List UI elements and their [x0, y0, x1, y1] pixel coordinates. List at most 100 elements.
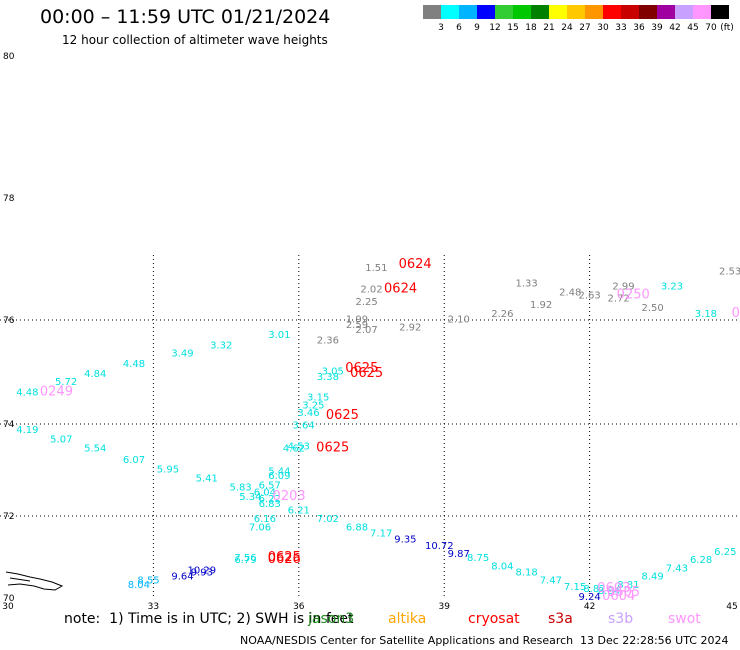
wave-height-label: 8.49 — [641, 572, 663, 583]
footer-credit: NOAA/NESDIS Center for Satellite Applica… — [240, 634, 574, 647]
wave-height-label: 8.18 — [515, 567, 537, 578]
wave-height-label: 7.17 — [370, 529, 392, 540]
wave-height-label: 6.21 — [288, 506, 310, 517]
wave-height-label: 3.49 — [171, 348, 193, 359]
wave-height-label: 3.46 — [297, 408, 319, 419]
legend-swatch — [711, 5, 729, 19]
wave-height-label: 9.24 — [578, 592, 600, 603]
wave-height-label: 3.18 — [695, 309, 717, 320]
satellite-jason3: jason3 — [308, 611, 355, 627]
x-tick-label: 39 — [438, 602, 450, 612]
wave-height-label: 1.51 — [365, 263, 387, 274]
wave-height-label: 8.04 — [128, 580, 150, 591]
data-points: 1.51 2.022.25 1.992.592.07 2.92 2.36 2.10 2.26… — [16, 257, 740, 604]
x-tick-label: 45 — [726, 602, 737, 612]
wave-height-label: 5.72 — [55, 377, 77, 388]
legend-label: 27 — [579, 23, 591, 33]
wave-height-label: 2.07 — [356, 325, 378, 336]
pass-time-label: 0250 — [617, 288, 650, 303]
wave-height-label: 5.54 — [84, 444, 106, 455]
wave-height-label: 8.81 — [617, 580, 639, 591]
y-tick-label: 76 — [3, 316, 15, 326]
legend-swatch — [549, 5, 567, 19]
wave-height-label: 6.57 — [259, 480, 281, 491]
wave-height-label: 7.56 — [234, 553, 256, 564]
satellite-s3b: s3b — [608, 611, 634, 627]
wave-height-label: 6.09 — [268, 471, 290, 482]
legend-swatch — [585, 5, 603, 19]
x-tick-label: 42 — [584, 602, 595, 612]
legend-label: 39 — [651, 23, 663, 33]
wave-height-label: 2.50 — [641, 303, 663, 314]
wave-height-label: 7.02 — [317, 514, 339, 525]
wave-height-label: 2.26 — [491, 309, 513, 320]
satellite-s3a: s3a — [548, 611, 573, 627]
wave-height-label: 4.84 — [84, 369, 106, 380]
wave-height-label: 2.59 — [346, 320, 368, 331]
pass-time-label: 0604 — [602, 589, 635, 604]
legend-swatch — [441, 5, 459, 19]
wave-height-label: 8.75 — [467, 553, 489, 564]
wave-height-label: 2.92 — [399, 322, 421, 333]
legend-swatch — [675, 5, 693, 19]
wave-height-label: 4.48 — [123, 359, 145, 370]
pass-time-label: 0605 — [607, 585, 640, 600]
legend-swatch — [495, 5, 513, 19]
wave-height-label: 1.33 — [515, 278, 537, 289]
x-tick-label: 36 — [293, 602, 305, 612]
pass-time-label: 0603 — [597, 581, 630, 596]
legend-swatch — [657, 5, 675, 19]
wave-height-label: 3.32 — [210, 341, 232, 352]
legend-label: 42 — [669, 23, 681, 33]
wave-height-label: 9.35 — [394, 535, 416, 546]
pass-time-label: 0625 — [268, 550, 301, 565]
chart-subtitle: 12 hour collection of altimeter wave hei… — [62, 33, 328, 47]
legend-swatch — [693, 5, 711, 19]
pass-time-label: 02 — [732, 306, 740, 321]
legend-swatch — [567, 5, 585, 19]
legend-label: 33 — [615, 23, 627, 33]
wave-height-label: 4.48 — [16, 387, 38, 398]
legend-label: 45 — [687, 23, 699, 33]
wave-height-label: 9.93 — [191, 567, 213, 578]
wave-height-label: 2.36 — [317, 335, 339, 346]
wave-height-label: 5.34 — [239, 492, 261, 503]
pass-time-label: 0625 — [326, 408, 359, 423]
wave-height-label: 6.07 — [123, 455, 145, 466]
wave-height-label: 2.02 — [360, 285, 382, 296]
wave-height-label: 6.25 — [714, 547, 736, 558]
footer-note: note: 1) Time is in UTC; 2) SWH is in fe… — [64, 611, 354, 627]
wave-height-label: 3.38 — [317, 372, 339, 383]
wave-height-label: 8.82 — [583, 584, 605, 595]
legend-label: 15 — [507, 23, 519, 33]
legend-label: 24 — [561, 23, 573, 33]
wave-height-label: 7.43 — [666, 563, 688, 574]
pass-time-label: 0624 — [399, 257, 432, 272]
wave-height-label: 3.15 — [307, 393, 329, 404]
y-tick-label: 74 — [3, 420, 15, 430]
pass-time-label: 0625 — [316, 441, 349, 456]
wave-height-label: 9.87 — [448, 549, 470, 560]
satellite-cryosat: cryosat — [468, 611, 520, 627]
wave-height-label: 8.84 — [598, 586, 620, 597]
wave-height-label: 6.79 — [234, 555, 256, 566]
wave-height-label: 4.19 — [16, 425, 38, 436]
wave-height-label: 2.99 — [612, 282, 634, 293]
wave-height-label: 2.72 — [608, 294, 630, 305]
satellite-altika: altika — [388, 611, 427, 627]
wave-height-label: 5.07 — [50, 434, 72, 445]
legend-unit: (ft) — [720, 23, 734, 33]
wave-height-label: 2.48 — [559, 288, 581, 299]
wave-height-label: 2.53 — [719, 266, 740, 277]
wave-height-label: 2.25 — [356, 297, 378, 308]
axis-ticks: 30 33 36 39 42 45 70 72 74 76 78 80 — [2, 52, 737, 612]
legend-label: 70 — [705, 23, 717, 33]
wave-height-label: 7.15 — [564, 582, 586, 593]
wave-height-label: 5.44 — [268, 467, 290, 478]
wave-height-label: 3.23 — [661, 282, 683, 293]
legend-label: 3 — [438, 23, 444, 33]
pass-time-label: 0625 — [345, 361, 378, 376]
legend-label: 9 — [474, 23, 480, 33]
coastline-shape — [5, 571, 64, 591]
